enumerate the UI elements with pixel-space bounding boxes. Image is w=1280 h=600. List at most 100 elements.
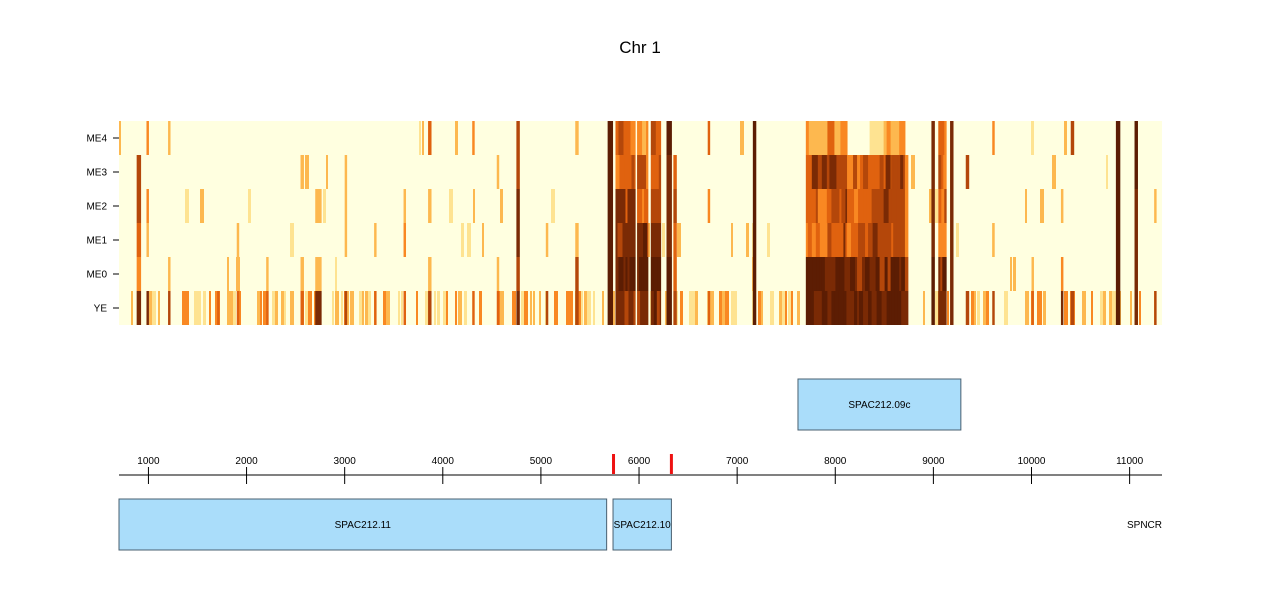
heatmap-cell	[401, 291, 403, 325]
heatmap-cell	[947, 291, 949, 325]
heatmap-cell	[971, 291, 974, 325]
heatmap-cell	[821, 121, 825, 155]
row-label: ME3	[86, 168, 107, 179]
heatmap-cell	[805, 223, 809, 257]
row-label: ME2	[86, 202, 107, 213]
heatmap-cell	[637, 223, 640, 257]
heatmap-cell	[1091, 291, 1093, 325]
heatmap-cell	[615, 155, 620, 189]
heatmap-cell	[317, 189, 322, 223]
heatmap-cell	[434, 291, 436, 325]
heatmap-cell	[1060, 189, 1064, 223]
heatmap-cell	[863, 155, 869, 189]
heatmap-cell	[403, 223, 407, 257]
heatmap-cell	[625, 257, 628, 291]
heatmap-cell	[284, 291, 286, 325]
heatmap-cell	[610, 121, 614, 155]
heatmap-cell	[1154, 189, 1157, 223]
heatmap-cell	[575, 121, 579, 155]
x-tick-label: 9000	[922, 456, 945, 467]
heatmap-cell	[754, 257, 757, 291]
heatmap-cell	[893, 155, 898, 189]
heatmap-cell	[866, 189, 871, 223]
heatmap-cell	[403, 291, 407, 325]
heatmap-cell	[879, 155, 885, 189]
heatmap-cell	[862, 223, 866, 257]
heatmap-cell	[935, 291, 938, 325]
heatmap-cell	[805, 189, 812, 223]
heatmap-cell	[647, 223, 650, 257]
heatmap-cell	[119, 121, 121, 155]
x-tick-label: 5000	[530, 456, 553, 467]
heatmap-cell	[1031, 257, 1034, 291]
heatmap-cell	[653, 291, 658, 325]
heatmap-cell	[819, 257, 823, 291]
heatmap-cell	[889, 223, 892, 257]
heatmap-cell	[146, 291, 149, 325]
heatmap-cell	[752, 121, 756, 155]
heatmap-cell	[862, 257, 866, 291]
heatmap-cell	[891, 189, 897, 223]
heatmap-cell	[835, 223, 840, 257]
heatmap-cell	[906, 223, 909, 257]
gene-label: SPAC212.09c	[848, 400, 910, 411]
heatmap-cell	[903, 155, 906, 189]
heatmap-cell	[266, 291, 269, 325]
heatmap-cell	[300, 257, 304, 291]
heatmap-cell	[857, 155, 861, 189]
heatmap-cell	[815, 189, 819, 223]
heatmap-cell	[680, 291, 683, 325]
heatmap-cell	[1115, 257, 1121, 291]
heatmap-cell	[831, 155, 837, 189]
heatmap-cell	[876, 291, 883, 325]
x-tick-label: 3000	[334, 456, 357, 467]
heatmap-cell	[554, 291, 558, 325]
heatmap-cell	[911, 155, 915, 189]
heatmap-cell	[1052, 155, 1056, 189]
heatmap-cell	[639, 223, 644, 257]
heatmap-cell	[1031, 291, 1034, 325]
heatmap-cell	[902, 121, 906, 155]
heatmap-cell	[859, 291, 864, 325]
heatmap-cell	[843, 121, 848, 155]
heatmap-cell	[854, 223, 859, 257]
heatmap-cell	[197, 291, 201, 325]
heatmap-cell	[900, 223, 906, 257]
heatmap-cell	[846, 291, 848, 325]
heatmap-cell	[260, 291, 262, 325]
heatmap-cell	[707, 121, 711, 155]
heatmap-cell	[650, 155, 656, 189]
heatmap-cell	[857, 257, 863, 291]
heatmap-cell	[318, 291, 321, 325]
heatmap-cell	[467, 223, 471, 257]
heatmap-cell	[230, 291, 234, 325]
heatmap-cell	[227, 291, 230, 325]
heatmap-cell	[581, 291, 583, 325]
heatmap-cell	[620, 189, 626, 223]
heatmap-cell	[834, 121, 838, 155]
heatmap-cell	[843, 223, 846, 257]
heatmap-cell	[904, 189, 909, 223]
heatmap-cell	[965, 291, 969, 325]
heatmap-cell	[650, 291, 655, 325]
heatmap-cell	[865, 291, 869, 325]
heatmap-cell	[386, 291, 390, 325]
heatmap-cell	[326, 155, 328, 189]
heatmap-cell	[931, 121, 935, 155]
heatmap-cell	[168, 257, 171, 291]
heatmap-cell	[883, 155, 887, 189]
heatmap-cell	[707, 291, 711, 325]
heatmap-cell	[992, 223, 995, 257]
heatmap-cell	[878, 121, 882, 155]
heatmap-cell	[668, 291, 672, 325]
heatmap-cell	[871, 189, 876, 223]
heatmap-cell	[904, 155, 909, 189]
heatmap-cell	[904, 223, 908, 257]
heatmap-cell	[472, 291, 475, 325]
heatmap-cell	[821, 189, 828, 223]
heatmap-cell	[943, 155, 947, 189]
heatmap-cell	[940, 257, 943, 291]
heatmap-cell	[657, 223, 662, 257]
heatmap-cell	[1004, 291, 1008, 325]
heatmap-cell	[266, 257, 269, 291]
